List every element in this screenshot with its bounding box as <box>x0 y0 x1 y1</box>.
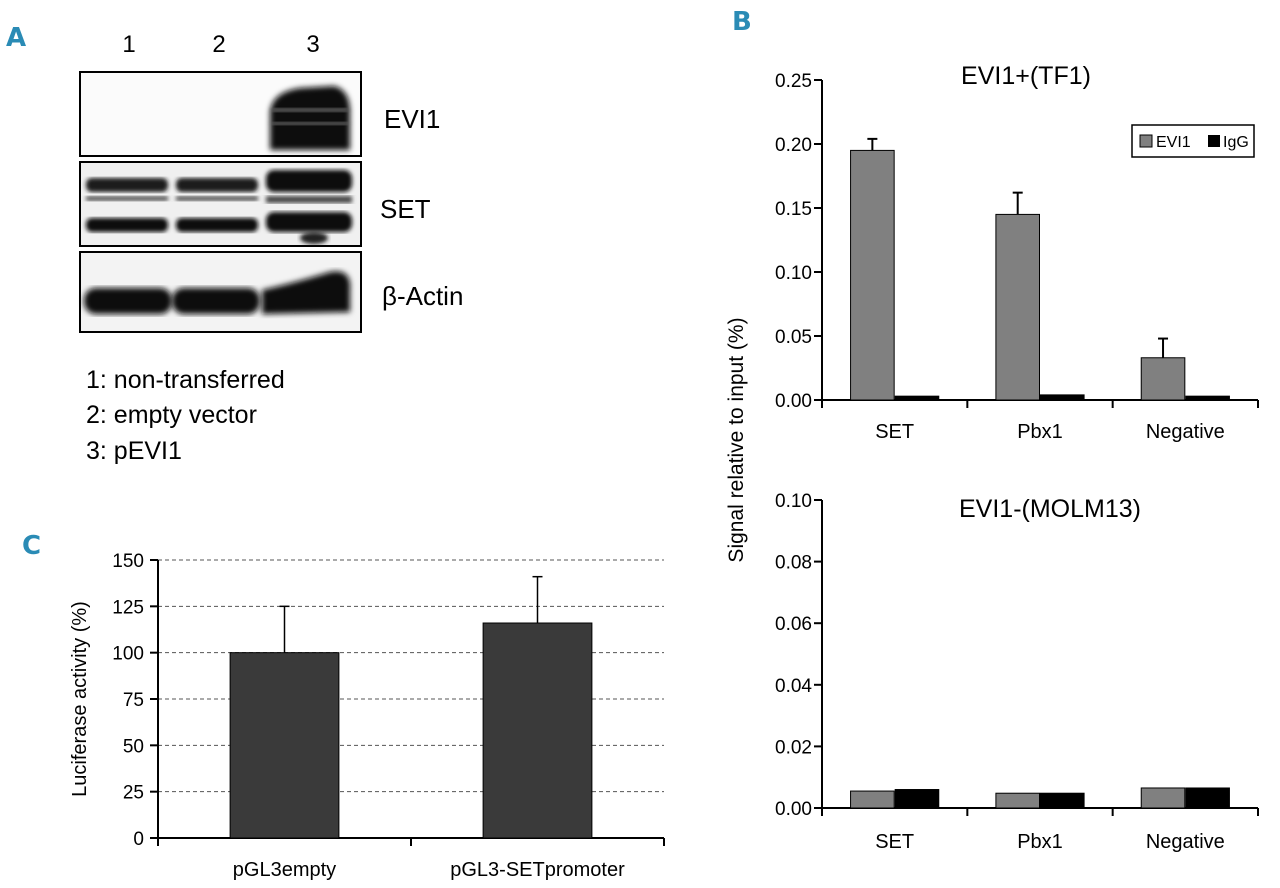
bar-igg <box>1185 395 1230 401</box>
x-category-label: Pbx1 <box>1017 831 1063 853</box>
lane-number-3: 3 <box>306 31 319 58</box>
x-category-label: Negative <box>1146 421 1225 443</box>
panel-c: C 0 25 50 75 100 125 150 pGL3empty pGL3-SETpromo… <box>22 531 665 881</box>
chart-evi1-molm13: EVI1-(MOLM13) 0.00 0.02 0.04 0.06 0.08 0.10 SET… <box>775 491 1259 853</box>
bar-evi1 <box>1140 357 1186 401</box>
y-tick-label: 50 <box>123 736 144 757</box>
bar-evi1 <box>850 790 895 809</box>
bar-igg <box>894 789 940 809</box>
y-tick-label: 0.00 <box>775 799 812 820</box>
chart-title: EVI1+(TF1) <box>961 62 1091 90</box>
x-category-label: SET <box>875 831 914 853</box>
shared-y-axis-label: Signal relative to input (%) <box>725 317 748 562</box>
blot-label-actin: β-Actin <box>382 281 463 311</box>
lane-legend-3: 3: pEVI1 <box>86 437 182 465</box>
y-tick-label: 75 <box>123 690 144 711</box>
y-axis-label: Luciferase activity (%) <box>69 601 91 797</box>
bar-evi1 <box>995 792 1041 809</box>
bar-igg <box>894 395 940 401</box>
bar-evi1 <box>995 213 1041 401</box>
legend-swatch-evi1 <box>1139 134 1153 148</box>
panel-c-letter: C <box>22 531 41 561</box>
blot-actin <box>79 251 362 333</box>
panel-b: B Signal relative to input (%) EVI1+(TF1… <box>725 7 1259 853</box>
y-tick-label: 0.02 <box>775 737 812 758</box>
panel-b-letter: B <box>732 7 752 37</box>
legend-label-igg: IgG <box>1223 134 1249 151</box>
y-tick-label: 0.15 <box>775 199 812 220</box>
bar-luciferase <box>229 652 340 839</box>
chart-evi1-tf1: EVI1+(TF1) 0.00 0.05 0.10 0.15 0.20 0.25 SET Pbx… <box>775 62 1259 443</box>
y-tick-label: 0.10 <box>775 263 812 284</box>
legend-label-evi1: EVI1 <box>1156 134 1191 151</box>
blot-label-set: SET <box>380 194 431 224</box>
bar-igg <box>1040 792 1085 809</box>
y-tick-label: 0 <box>133 829 144 850</box>
y-tick-label: 150 <box>112 551 144 572</box>
y-tick-label: 0.10 <box>775 491 812 512</box>
y-tick-label: 0.05 <box>775 327 812 348</box>
chart-luciferase: 0 25 50 75 100 125 150 pGL3empty pGL3-SETpromote… <box>69 551 665 881</box>
y-tick-label: 0.08 <box>775 553 812 574</box>
x-category-label: Negative <box>1146 831 1225 853</box>
x-category-label: Pbx1 <box>1017 421 1063 443</box>
y-tick-label: 100 <box>112 644 144 665</box>
y-tick-label: 0.25 <box>775 71 812 92</box>
blot-evi1 <box>79 71 362 157</box>
x-category-label: SET <box>875 421 914 443</box>
panel-a: A 1 2 3 EVI1 SET <box>6 23 463 465</box>
legend-swatch-igg <box>1208 135 1220 147</box>
chart-title: EVI1-(MOLM13) <box>959 495 1141 523</box>
bar-luciferase <box>482 622 593 839</box>
y-tick-label: 0.00 <box>775 391 812 412</box>
y-tick-label: 0.06 <box>775 614 812 635</box>
bar-evi1 <box>850 149 895 401</box>
lane-number-1: 1 <box>122 31 135 58</box>
blot-label-evi1: EVI1 <box>384 104 440 134</box>
bar-igg <box>1040 394 1085 401</box>
x-category-label: pGL3-SETpromoter <box>450 859 625 881</box>
y-tick-label: 0.04 <box>775 676 812 697</box>
y-tick-label: 25 <box>123 783 144 804</box>
lane-legend-2: 2: empty vector <box>86 401 257 429</box>
lane-legend-1: 1: non-transferred <box>86 366 285 394</box>
blot-set <box>79 161 362 247</box>
y-tick-label: 125 <box>112 597 144 618</box>
bar-evi1 <box>1140 787 1186 809</box>
x-category-label: pGL3empty <box>233 859 336 881</box>
panel-a-letter: A <box>6 23 26 53</box>
lane-number-2: 2 <box>212 31 225 58</box>
y-tick-label: 0.20 <box>775 135 812 156</box>
bar-igg <box>1185 787 1230 809</box>
